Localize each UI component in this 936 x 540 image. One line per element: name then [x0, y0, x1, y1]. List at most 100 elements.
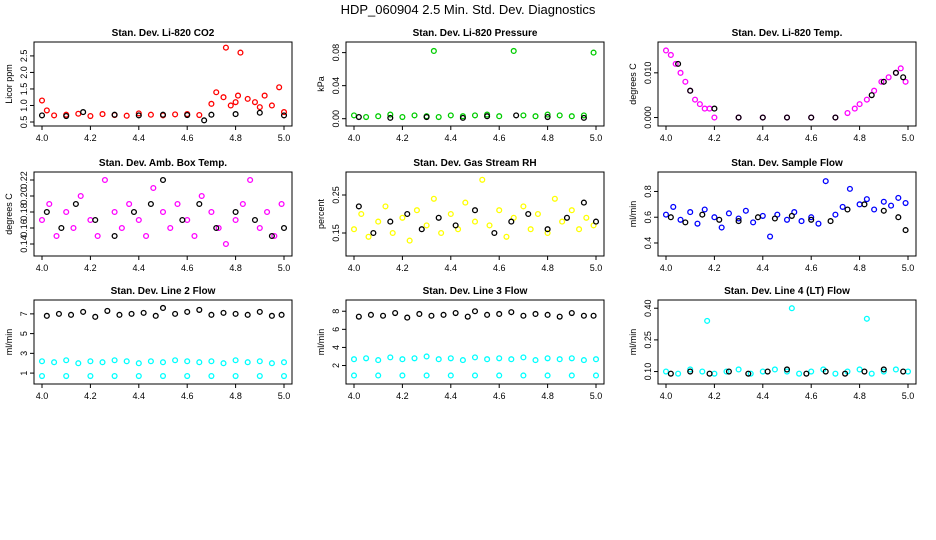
data-point [667, 51, 674, 58]
data-point [280, 112, 288, 119]
x-tick-label: 4.6 [805, 391, 818, 401]
data-point [67, 311, 75, 318]
y-tick-label: 1.0 [19, 99, 29, 112]
x-tick-label: 4.0 [348, 133, 361, 143]
data-point [111, 208, 118, 216]
data-point [687, 366, 694, 373]
x-tick-label: 4.8 [853, 133, 866, 143]
data-point [392, 309, 399, 317]
data-point [256, 224, 263, 232]
plot-points [350, 308, 600, 379]
data-point [94, 232, 101, 240]
data-point [147, 358, 154, 365]
data-point [87, 113, 94, 120]
data-point [590, 49, 597, 56]
data-point [464, 313, 471, 320]
data-point [592, 218, 600, 225]
x-tick-label: 4.2 [708, 263, 721, 273]
x-tick-label: 4.4 [445, 133, 458, 143]
data-point [508, 356, 515, 363]
data-point [711, 105, 718, 112]
data-point [256, 358, 263, 365]
x-tick-label: 5.0 [902, 391, 915, 401]
data-point [544, 113, 551, 121]
data-point [280, 224, 288, 232]
data-point [418, 226, 425, 233]
y-axis-label: degrees C [4, 193, 14, 235]
x-tick-label: 4.6 [805, 133, 818, 143]
data-point [520, 372, 527, 379]
data-point [576, 226, 583, 233]
data-point [237, 49, 244, 56]
data-point [716, 216, 723, 223]
x-tick-label: 4.0 [660, 263, 673, 273]
data-point [130, 208, 138, 216]
data-point [902, 78, 909, 85]
data-point [435, 214, 442, 221]
data-point [675, 60, 682, 67]
data-point [116, 311, 123, 318]
figure-title: HDP_060904 2.5 Min. Std. Dev. Diagnostic… [341, 2, 596, 17]
data-point [675, 370, 682, 377]
data-point [118, 224, 125, 232]
plot-frame [33, 171, 293, 257]
data-point [525, 210, 532, 218]
data-point [513, 112, 520, 119]
data-point [672, 60, 679, 67]
panel-5: Stan. Dev. Gas Stream RH 4.0 4.2 4.4 4.6 4.8 5… [316, 158, 605, 273]
data-point [232, 208, 239, 216]
data-point [227, 102, 234, 109]
plot-points [350, 47, 597, 121]
data-point [863, 96, 870, 103]
data-point [544, 111, 551, 118]
data-point [208, 311, 215, 318]
data-point [87, 358, 94, 365]
data-point [244, 95, 251, 102]
y-tick-label: 0.10 [643, 363, 653, 381]
data-point [208, 100, 215, 107]
data-point [861, 201, 868, 208]
data-point [563, 214, 571, 221]
data-point [759, 114, 766, 121]
data-point [430, 195, 437, 202]
data-point [38, 358, 46, 365]
data-point [208, 208, 215, 216]
data-point [375, 113, 382, 120]
data-point [711, 114, 718, 121]
data-point [447, 355, 454, 362]
data-point [268, 232, 275, 240]
data-point [280, 359, 288, 366]
data-point [667, 214, 674, 221]
data-point [55, 310, 62, 317]
panel-title: Stan. Dev. Li-820 Temp. [732, 28, 843, 39]
data-point [184, 216, 191, 224]
data-point [484, 113, 491, 120]
data-point [534, 210, 541, 218]
data-point [701, 105, 708, 112]
data-point [38, 112, 46, 119]
data-point [788, 305, 795, 312]
data-point [452, 222, 459, 229]
data-point [496, 113, 503, 120]
data-point [123, 112, 130, 119]
x-tick-label: 4.6 [181, 391, 194, 401]
data-point [428, 312, 435, 319]
data-point [220, 94, 227, 101]
data-point [783, 216, 791, 223]
x-tick-label: 4.2 [84, 391, 97, 401]
x-tick-label: 4.4 [133, 263, 146, 273]
data-point [172, 310, 179, 317]
data-point [179, 216, 186, 224]
data-point [215, 224, 222, 232]
x-tick-label: 4.4 [133, 391, 146, 401]
data-point [892, 69, 899, 76]
data-point [38, 373, 46, 380]
data-point [880, 368, 887, 375]
y-tick-label: 6 [331, 327, 341, 332]
data-point [520, 203, 527, 210]
x-tick-label: 4.8 [229, 133, 242, 143]
data-point [140, 309, 147, 316]
data-point [350, 112, 358, 119]
data-point [532, 310, 539, 318]
x-tick-label: 5.0 [902, 263, 915, 273]
